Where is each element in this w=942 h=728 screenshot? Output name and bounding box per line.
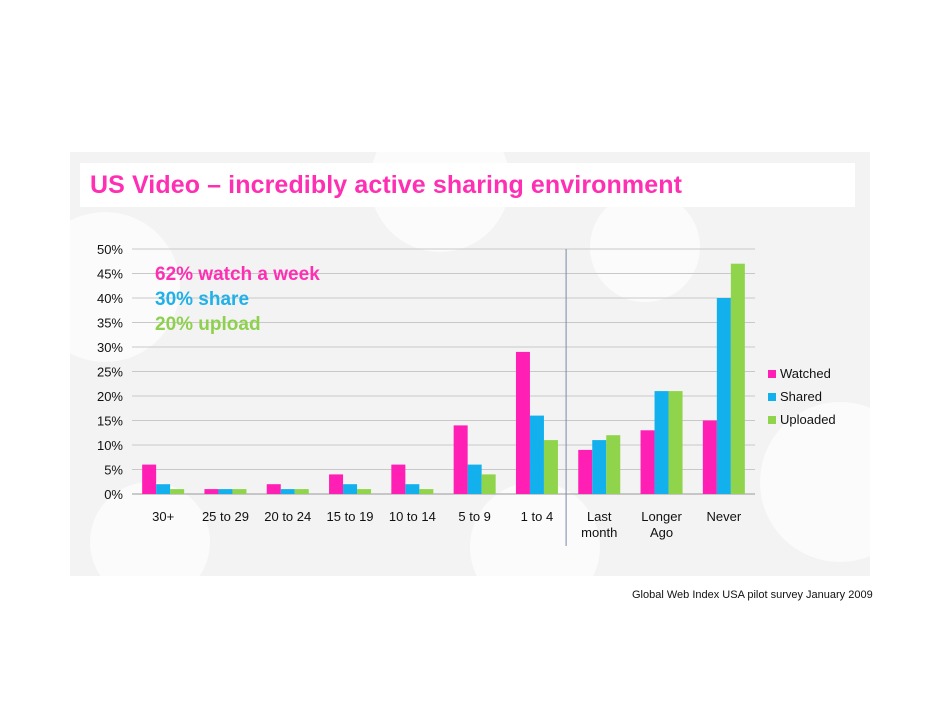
bar-uploaded xyxy=(730,263,745,494)
decorative-circle xyxy=(90,482,210,576)
bar-uploaded xyxy=(419,489,434,494)
stat-watch: 62% watch a week xyxy=(155,264,320,285)
y-tick-label: 30% xyxy=(97,340,123,355)
y-tick-label: 10% xyxy=(97,438,123,453)
decorative-circle xyxy=(590,192,700,302)
legend-item-watched: Watched xyxy=(768,362,836,385)
bar-watched xyxy=(515,351,530,494)
stat-share: 30% share xyxy=(155,289,250,310)
x-tick-label: 1 to 4 xyxy=(521,509,554,524)
y-tick-label: 0% xyxy=(104,487,123,502)
x-tick-label: Longer Ago xyxy=(641,509,682,540)
summary-stats: 62% watch a week 30% share 20% upload xyxy=(155,262,320,337)
legend-label: Shared xyxy=(780,389,822,404)
legend-label: Watched xyxy=(780,366,831,381)
bar-shared xyxy=(467,464,482,494)
x-axis: 30+ 25 to 29 20 to 24 15 to 19 10 to 14 5 to … xyxy=(152,509,742,540)
bar-watched xyxy=(142,464,157,494)
x-tick-label: 30+ xyxy=(152,509,174,524)
decorative-circle xyxy=(470,482,600,576)
bar-watched xyxy=(578,449,593,494)
bar-shared xyxy=(218,489,233,494)
bar-shared xyxy=(654,391,669,494)
x-tick-label: 20 to 24 xyxy=(264,509,311,524)
bar-uploaded xyxy=(294,489,309,494)
x-tick-label: Last month xyxy=(581,509,617,540)
y-tick-label: 50% xyxy=(97,242,123,257)
legend-label: Uploaded xyxy=(780,412,836,427)
bar-shared xyxy=(343,484,358,494)
y-tick-label: 15% xyxy=(97,414,123,429)
bar-shared xyxy=(529,415,544,494)
source-note: Global Web Index USA pilot survey Januar… xyxy=(632,589,873,601)
bar-watched xyxy=(266,484,281,494)
x-tick-label: 5 to 9 xyxy=(458,509,491,524)
y-tick-label: 40% xyxy=(97,291,123,306)
title-bar xyxy=(80,163,855,207)
bar-watched xyxy=(391,464,406,494)
y-tick-label: 5% xyxy=(104,463,123,478)
bar-shared xyxy=(592,440,607,494)
legend-swatch-shared xyxy=(768,392,776,401)
y-tick-label: 45% xyxy=(97,267,123,282)
legend-item-shared: Shared xyxy=(768,385,836,408)
bar-shared xyxy=(156,484,171,494)
x-tick-label: 10 to 14 xyxy=(389,509,436,524)
bar-uploaded xyxy=(543,440,558,494)
x-tick-label: 25 to 29 xyxy=(202,509,249,524)
bar-watched xyxy=(453,425,468,494)
y-axis: 0% 5% 10% 15% 20% 25% 30% 35% 40% 45% 50% xyxy=(97,242,123,502)
bar-watched xyxy=(329,474,344,494)
legend-swatch-watched xyxy=(768,369,776,378)
y-tick-label: 20% xyxy=(97,389,123,404)
bar-uploaded xyxy=(481,474,496,494)
legend-swatch-uploaded xyxy=(768,415,776,424)
bar-uploaded xyxy=(668,391,683,494)
bar-shared xyxy=(405,484,420,494)
bar-uploaded xyxy=(357,489,372,494)
y-tick-label: 25% xyxy=(97,365,123,380)
bar-shared xyxy=(716,298,731,494)
bar-watched xyxy=(204,489,219,494)
bar-watched xyxy=(702,420,717,494)
bar-uploaded xyxy=(170,489,185,494)
x-tick-label: Never xyxy=(707,509,742,524)
x-tick-label: 15 to 19 xyxy=(327,509,374,524)
bar-watched xyxy=(640,430,655,494)
bar-uploaded xyxy=(232,489,247,494)
y-tick-label: 35% xyxy=(97,316,123,331)
bar-uploaded xyxy=(606,435,621,494)
legend-item-uploaded: Uploaded xyxy=(768,408,836,431)
bar-shared xyxy=(280,489,295,494)
bars-layer xyxy=(142,263,745,494)
stat-upload: 20% upload xyxy=(155,314,261,335)
slide-title: US Video – incredibly active sharing env… xyxy=(90,171,683,199)
chart-legend: Watched Shared Uploaded xyxy=(768,362,836,431)
